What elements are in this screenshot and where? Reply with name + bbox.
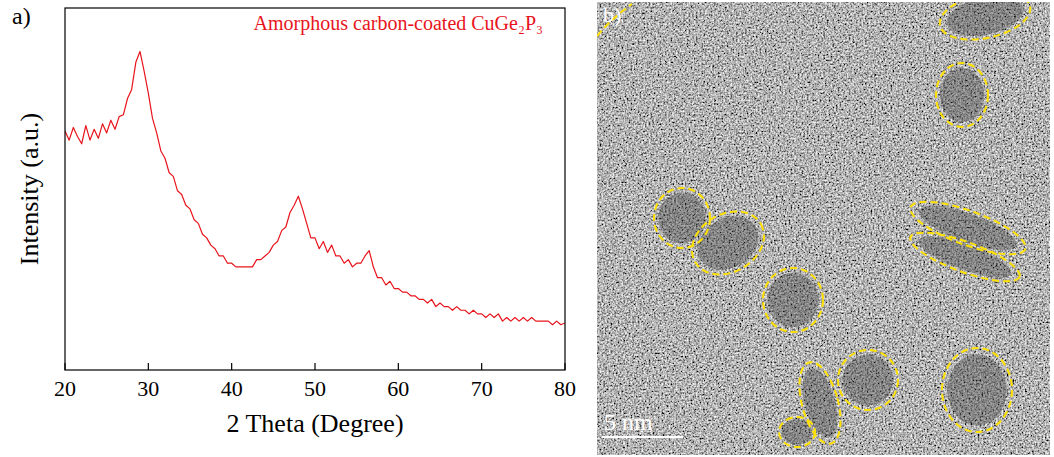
plot-marks [65, 51, 565, 324]
panel-label: b) [603, 2, 621, 27]
x-tick [64, 363, 65, 370]
plot-frame [65, 8, 565, 370]
particle-outline [779, 417, 815, 447]
x-tick [564, 363, 565, 370]
image-noise [597, 2, 1050, 455]
particle [768, 273, 819, 327]
particle-outline [935, 2, 1034, 47]
scale-bar [602, 436, 683, 438]
particle [940, 68, 984, 122]
particle-outline [681, 199, 776, 287]
x-tick [148, 363, 149, 370]
legend-entry: Amorphous carbon-coated CuGe₂P₃ [254, 12, 543, 35]
x-tick-label: 60 [387, 376, 409, 401]
x-tick-label: 20 [54, 376, 76, 401]
particle-outline [654, 188, 710, 248]
xrd-line [65, 51, 565, 324]
x-tick [231, 363, 232, 370]
x-tick [481, 363, 482, 370]
x-tick-label: 40 [221, 376, 243, 401]
particle-outline [838, 350, 898, 410]
particle [843, 355, 894, 406]
particle-outline [763, 268, 823, 332]
image-ground [597, 2, 1050, 455]
particle-outline [936, 63, 988, 127]
particle-outline [942, 348, 1012, 432]
x-tick-label: 30 [137, 376, 159, 401]
x-tick-label: 50 [304, 376, 326, 401]
y-axis-title: Intensity (a.u.) [15, 113, 44, 265]
x-tick-label: 70 [471, 376, 493, 401]
x-tick [314, 363, 315, 370]
particle [947, 354, 1007, 425]
particle-outline [792, 358, 849, 448]
panel-label: a) [12, 3, 31, 29]
particle-outline [905, 223, 1024, 291]
tem-image [597, 2, 1050, 455]
x-tick-label: 80 [554, 376, 576, 401]
x-tick [398, 363, 399, 370]
x-axis-title: 2 Theta (Degree) [226, 409, 403, 438]
particle [658, 193, 706, 244]
particle [943, 2, 1027, 42]
scale-bar-label: 5 nm [604, 409, 653, 435]
particle [688, 206, 769, 281]
figure: 20 30 40 50 60 70 80 2 Theta (Degree) Intensity … [0, 0, 1054, 457]
